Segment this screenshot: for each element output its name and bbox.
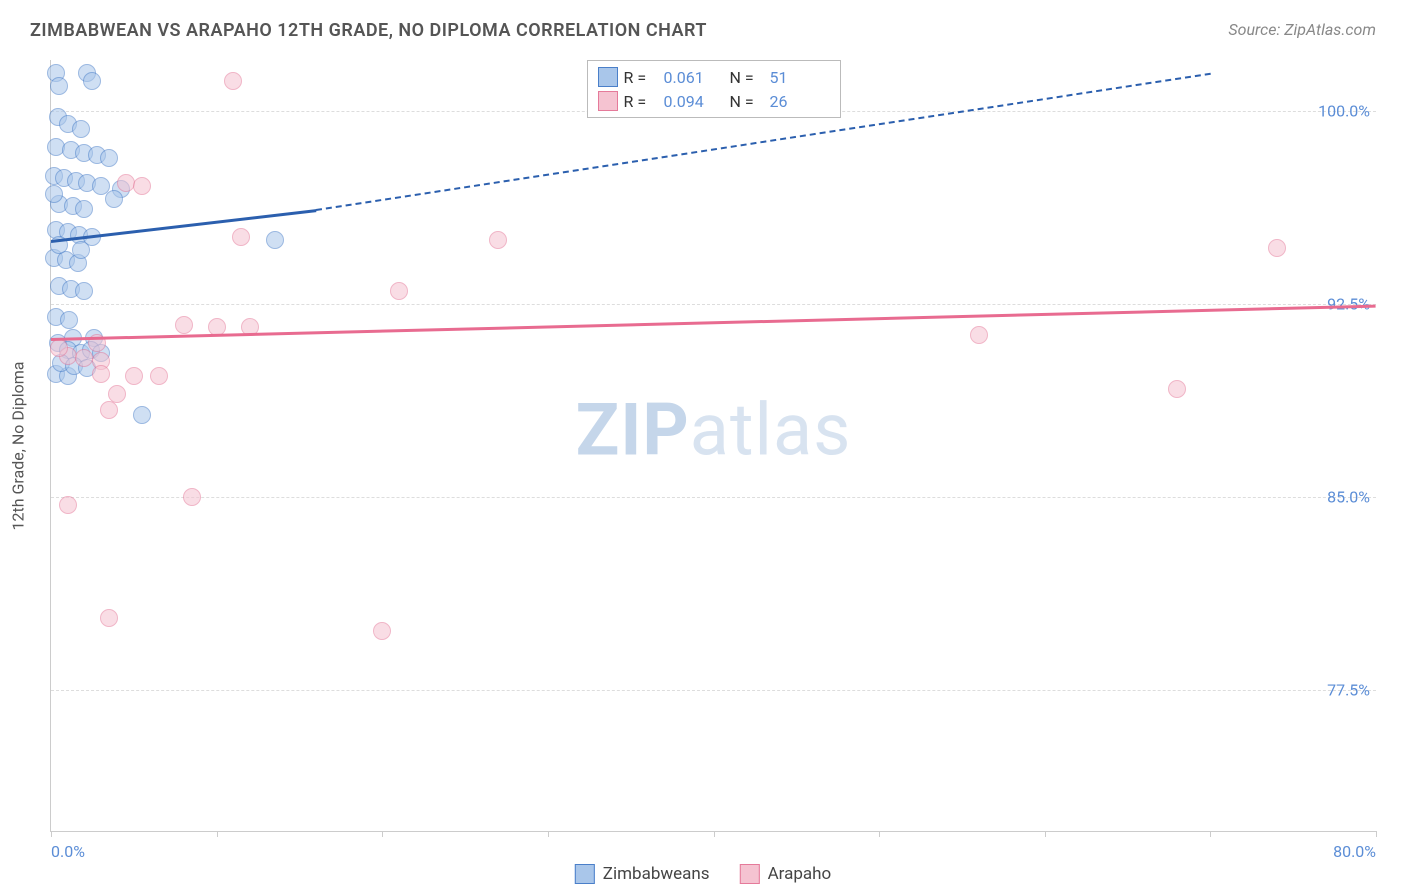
legend-swatch [598,67,618,87]
data-point-arapaho [117,174,135,192]
data-point-zimbabweans [83,72,101,90]
source-attribution: Source: ZipAtlas.com [1228,20,1376,39]
x-axis-max-label: 80.0% [1333,842,1376,861]
legend-label: Arapaho [768,864,832,884]
data-point-arapaho [175,316,193,334]
data-point-arapaho [92,365,110,383]
x-tick [879,831,880,837]
grid-line [51,690,1376,691]
y-axis-title: 12th Grade, No Diploma [9,362,28,531]
data-point-arapaho [50,339,68,357]
data-point-arapaho [100,609,118,627]
y-tick-label: 100.0% [1318,102,1370,121]
x-tick [548,831,549,837]
legend-item-zimbabweans: Zimbabweans [575,864,710,884]
legend-swatch [740,864,760,884]
series-legend: Zimbabweans Arapaho [575,864,831,884]
legend-n-value: 51 [770,68,830,87]
data-point-zimbabweans [60,311,78,329]
x-axis-min-label: 0.0% [51,842,85,861]
x-tick [51,831,52,837]
data-point-arapaho [970,326,988,344]
data-point-arapaho [133,177,151,195]
legend-item-arapaho: Arapaho [740,864,832,884]
legend-r-label: R = [624,92,658,111]
data-point-zimbabweans [75,200,93,218]
data-point-arapaho [1168,380,1186,398]
chart-plot-area: 77.5%85.0%92.5%100.0% ZIPatlas R =0.061N… [50,60,1376,832]
x-tick [1376,831,1377,837]
data-point-zimbabweans [72,241,90,259]
x-tick [382,831,383,837]
x-tick [1210,831,1211,837]
chart-title: ZIMBABWEAN VS ARAPAHO 12TH GRADE, NO DIP… [30,20,707,41]
correlation-legend: R = 0.061 N = 51 R = 0.094 N = 26 [587,60,841,118]
data-point-zimbabweans [105,190,123,208]
legend-n-label: N = [730,92,764,111]
grid-line [51,497,1376,498]
data-point-arapaho [489,231,507,249]
grid-line [51,304,1376,305]
legend-swatch [575,864,595,884]
legend-r-value: 0.094 [664,92,724,111]
x-tick [1045,831,1046,837]
data-point-arapaho [373,622,391,640]
data-point-zimbabweans [266,231,284,249]
data-point-arapaho [59,496,77,514]
data-point-zimbabweans [100,149,118,167]
data-point-arapaho [390,282,408,300]
data-point-arapaho [100,401,118,419]
data-point-arapaho [1268,239,1286,257]
x-tick [217,831,218,837]
data-point-zimbabweans [75,282,93,300]
y-tick-label: 77.5% [1327,680,1370,699]
legend-swatch [598,91,618,111]
legend-label: Zimbabweans [603,864,710,884]
data-point-zimbabweans [50,77,68,95]
data-point-zimbabweans [133,406,151,424]
data-point-zimbabweans [72,120,90,138]
legend-n-value: 26 [770,92,830,111]
data-point-arapaho [183,488,201,506]
legend-n-label: N = [730,68,764,87]
data-point-zimbabweans [45,185,63,203]
data-point-arapaho [125,367,143,385]
legend-row-arapaho: R = 0.094 N = 26 [598,89,830,113]
data-point-arapaho [232,228,250,246]
data-point-arapaho [75,349,93,367]
legend-r-value: 0.061 [664,68,724,87]
x-tick [714,831,715,837]
legend-row-zimbabweans: R = 0.061 N = 51 [598,65,830,89]
legend-r-label: R = [624,68,658,87]
y-tick-label: 85.0% [1327,487,1370,506]
data-point-arapaho [224,72,242,90]
data-point-arapaho [150,367,168,385]
